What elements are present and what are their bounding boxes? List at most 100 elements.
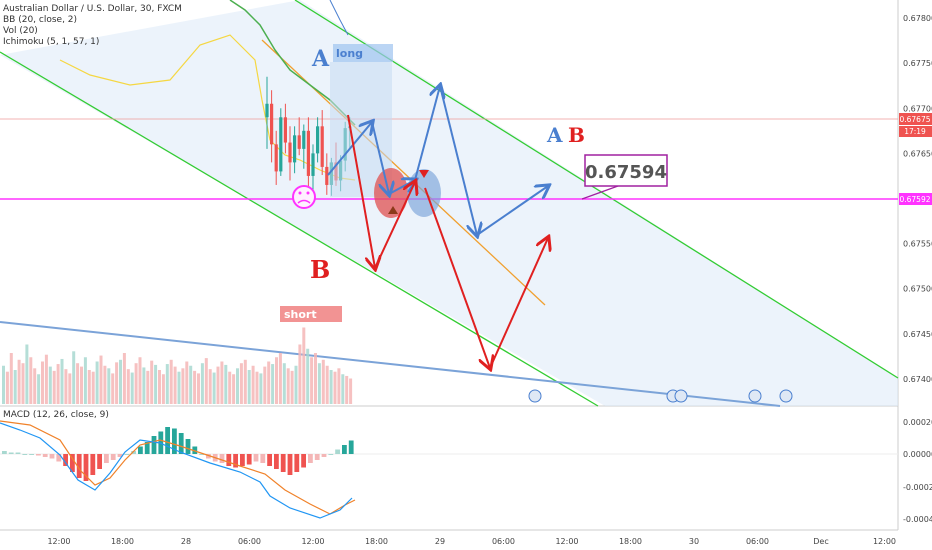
candle-body	[283, 117, 287, 143]
macd-hist-bar	[172, 428, 177, 454]
volume-bar	[197, 373, 200, 404]
down-marker-icon	[419, 170, 429, 178]
volume-bar	[52, 370, 56, 404]
macd-hist-bar	[335, 449, 340, 454]
macd-hist-bar	[15, 452, 21, 454]
macd-hist-bar	[199, 454, 204, 455]
macd-hist-bar	[63, 454, 68, 466]
macd-hist-bar	[117, 454, 123, 457]
macd-hist-bar	[90, 454, 96, 475]
macd-hist-bar	[280, 454, 286, 472]
macd-hist-bar	[97, 454, 102, 469]
volume-bar	[150, 360, 154, 404]
macd-hist-bar	[8, 452, 14, 454]
label-a-right: A	[546, 123, 563, 147]
macd-hist-bar	[165, 427, 170, 454]
volume-bar	[5, 371, 9, 404]
event-flag-icon	[779, 389, 793, 403]
macd-hist-bar	[151, 436, 157, 454]
macd-hist-bar	[76, 454, 82, 478]
volume-bar	[95, 361, 99, 404]
volume-bar	[204, 358, 208, 404]
current-price-badge: 0.67675	[899, 113, 932, 125]
volume-bar	[9, 353, 13, 404]
volume-bar	[345, 375, 349, 404]
volume-bar	[68, 373, 72, 404]
volume-bar	[298, 344, 302, 404]
volume-bar	[294, 365, 298, 404]
macd-hist-bar	[83, 454, 89, 481]
candle-body	[311, 153, 315, 176]
macd-hist-bar	[22, 454, 28, 455]
volume-bar	[103, 365, 107, 404]
volume-bar	[216, 366, 220, 404]
volume-bar	[56, 364, 60, 404]
candle-body	[306, 130, 310, 176]
macd-hist-bar	[56, 454, 62, 462]
volume-bar	[173, 366, 177, 404]
macd-hist-bar	[36, 454, 41, 456]
short-box	[280, 306, 342, 322]
svg-text:0.67592: 0.67592	[899, 195, 930, 204]
volume-bar	[208, 369, 212, 404]
volume-bar	[37, 374, 41, 404]
volume-bar	[107, 368, 111, 404]
event-flag-icon	[674, 389, 688, 403]
label-b-right: B	[568, 123, 585, 147]
volume-bar	[251, 365, 255, 404]
ichimoku-blue-line	[329, 0, 349, 36]
candle-body	[320, 126, 324, 167]
volume-bar	[325, 365, 329, 404]
x-tick-label: 30	[689, 537, 699, 546]
volume-bar	[239, 363, 243, 404]
macd-hist-bar	[260, 454, 266, 463]
volume-bar	[146, 370, 150, 404]
volume-bar	[286, 368, 290, 404]
bollinger-line	[59, 34, 356, 181]
macd-hist-bar	[219, 454, 225, 463]
chart-legend: Australian Dollar / U.S. Dollar, 30, FXC…	[3, 4, 182, 48]
macd-hist-bar	[308, 454, 313, 463]
macd-hist-bar	[328, 454, 334, 455]
volume-bar	[255, 371, 259, 404]
macd-hist-bar	[110, 454, 116, 460]
macd-hist-bar	[2, 451, 7, 454]
macd-hist-bar	[124, 454, 130, 455]
macd-histogram	[2, 427, 354, 481]
volume-bar	[165, 364, 169, 404]
macd-hist-bar	[178, 433, 184, 454]
volume-bar	[41, 361, 44, 404]
x-tick-label: 06:00	[492, 537, 515, 546]
bb-legend: BB (20, close, 2)	[3, 15, 78, 25]
volume-bar	[119, 359, 122, 404]
candle-body	[293, 135, 297, 163]
macd-hist-bar	[274, 454, 279, 469]
short-label: short	[284, 308, 317, 321]
macd-hist-bar	[246, 454, 252, 465]
volume-bar	[329, 370, 333, 404]
volume-bar	[177, 371, 181, 404]
candle-body	[265, 103, 269, 118]
macd-hist-bar	[233, 454, 238, 468]
volume-bar	[243, 359, 247, 404]
x-tick-label: 28	[181, 537, 191, 546]
macd-tick-label: -0.00040	[903, 515, 932, 524]
macd-hist-bar	[206, 454, 211, 459]
volume-bar	[91, 371, 95, 404]
candle-body	[297, 135, 301, 149]
volume-bar	[232, 374, 236, 404]
macd-hist-bar	[253, 454, 259, 462]
macd-hist-bar	[342, 445, 347, 454]
macd-pane	[0, 406, 898, 530]
x-tick-label: 12:00	[301, 537, 324, 546]
volume-bar	[181, 368, 185, 404]
macd-hist-bar	[348, 440, 354, 454]
volume-bar	[314, 353, 317, 404]
support-price-badge: 0.67592	[899, 193, 932, 205]
macd-hist-bar	[131, 451, 136, 454]
volume-bar	[115, 362, 119, 404]
